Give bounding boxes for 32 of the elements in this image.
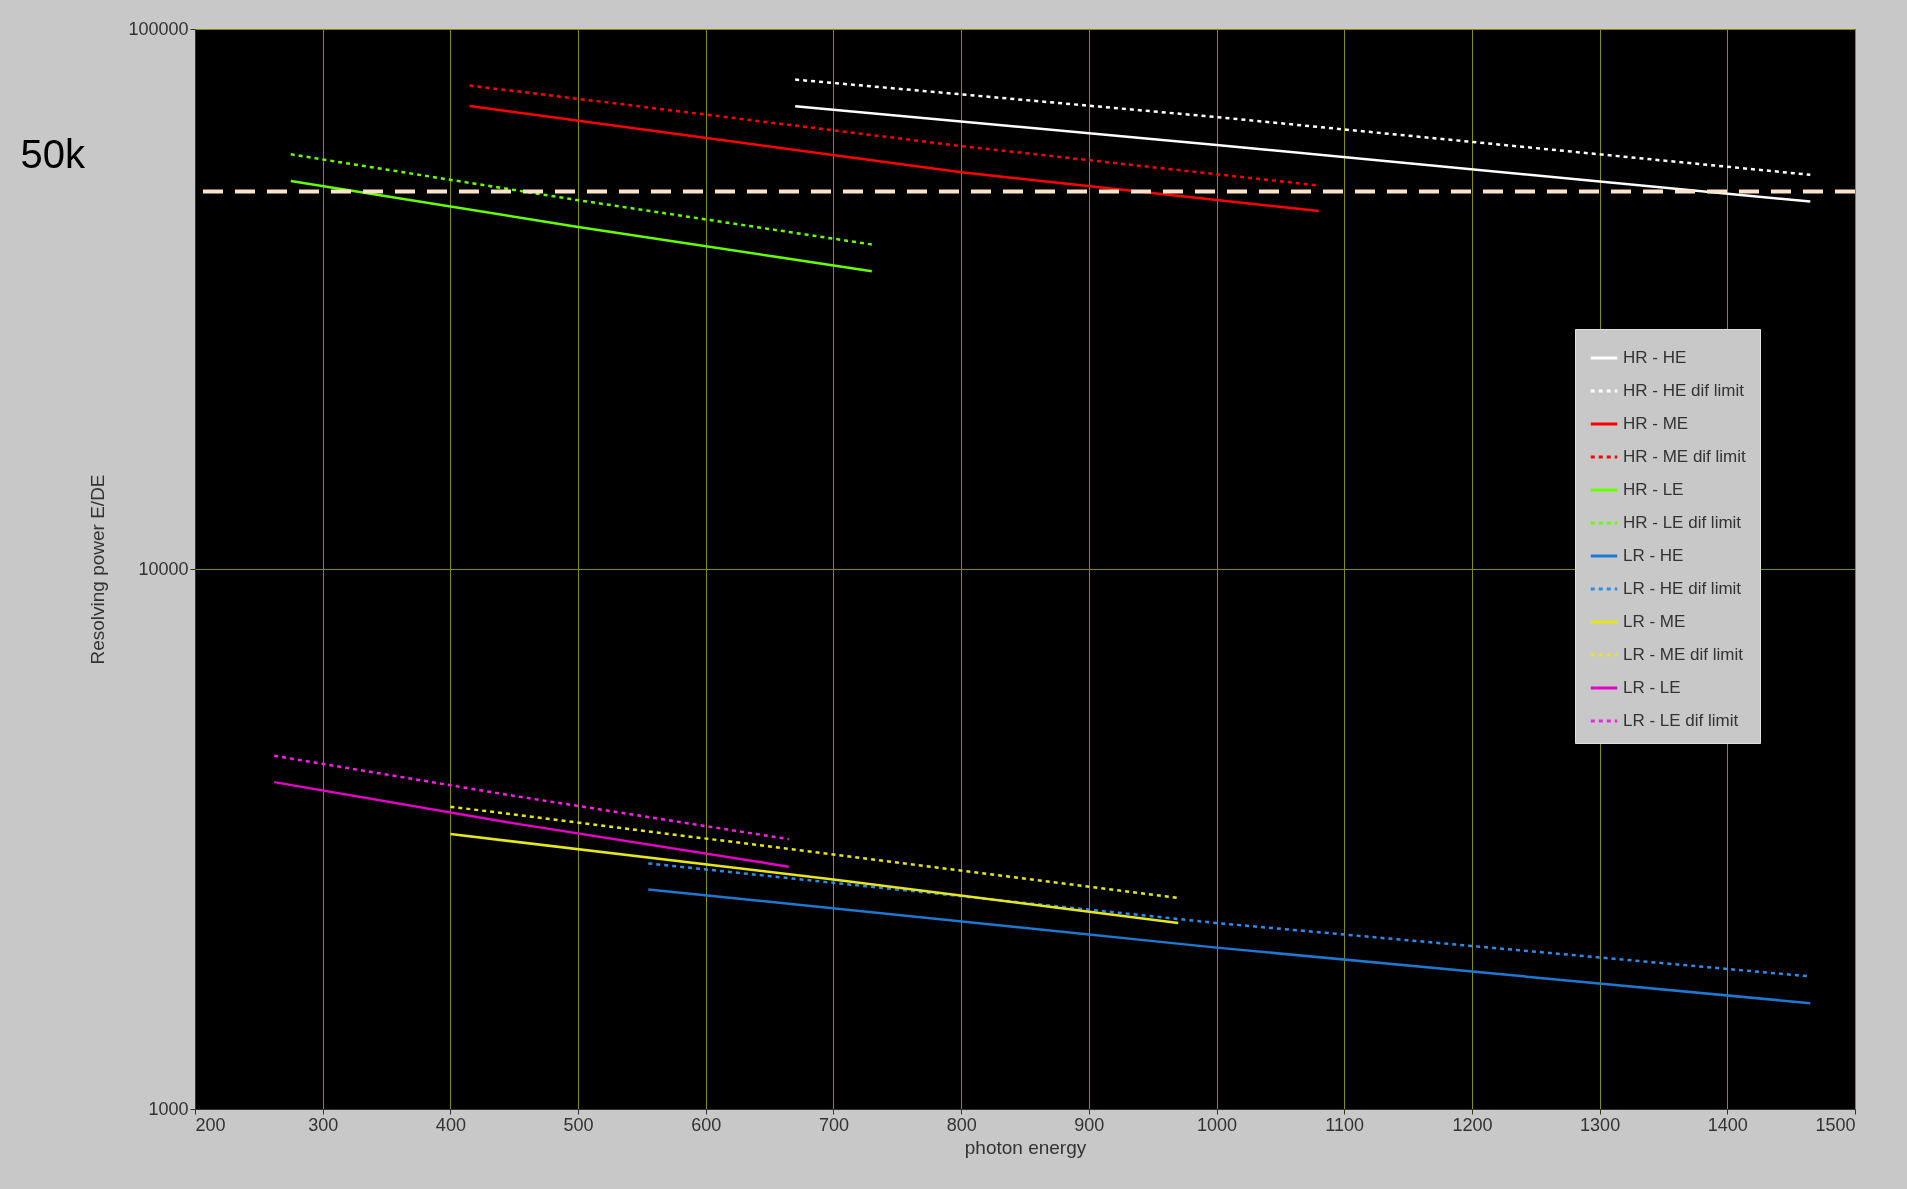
legend-label: LR - HE	[1623, 546, 1684, 565]
x-tick-label: 1400	[1707, 1114, 1748, 1135]
legend-label: LR - ME dif limit	[1623, 645, 1744, 664]
x-tick-label: 900	[1074, 1114, 1105, 1135]
legend-label: LR - HE dif limit	[1623, 579, 1742, 598]
x-tick-label: 200	[195, 1114, 226, 1135]
legend-label: LR - LE dif limit	[1623, 711, 1739, 730]
legend-label: LR - ME	[1623, 612, 1686, 631]
x-tick-label: 600	[691, 1114, 722, 1135]
ref-line-label: 50k	[20, 131, 86, 176]
y-axis-title: Resolving power E/DE	[87, 474, 109, 665]
y-tick-label: 10000	[138, 558, 189, 579]
legend-label: HR - HE dif limit	[1623, 381, 1745, 400]
legend-label: HR - LE dif limit	[1623, 513, 1742, 532]
x-tick-label: 1500	[1815, 1114, 1856, 1135]
x-tick-label: 300	[308, 1114, 339, 1135]
y-tick-label: 100000	[128, 18, 189, 39]
x-tick-label: 1300	[1580, 1114, 1621, 1135]
y-tick-label: 1000	[148, 1098, 189, 1119]
x-tick-label: 800	[946, 1114, 977, 1135]
legend-label: HR - HE	[1623, 348, 1687, 367]
legend-label: HR - LE	[1623, 480, 1684, 499]
x-tick-label: 700	[818, 1114, 849, 1135]
legend-label: HR - ME dif limit	[1623, 447, 1747, 466]
x-tick-label: 500	[563, 1114, 594, 1135]
x-axis-title: photon energy	[964, 1136, 1087, 1158]
x-tick-label: 1200	[1452, 1114, 1493, 1135]
legend-label: HR - ME	[1623, 414, 1689, 433]
x-tick-label: 1000	[1197, 1114, 1238, 1135]
x-tick-label: 1100	[1325, 1114, 1365, 1135]
x-tick-label: 400	[435, 1114, 466, 1135]
legend-label: LR - LE	[1623, 678, 1681, 697]
